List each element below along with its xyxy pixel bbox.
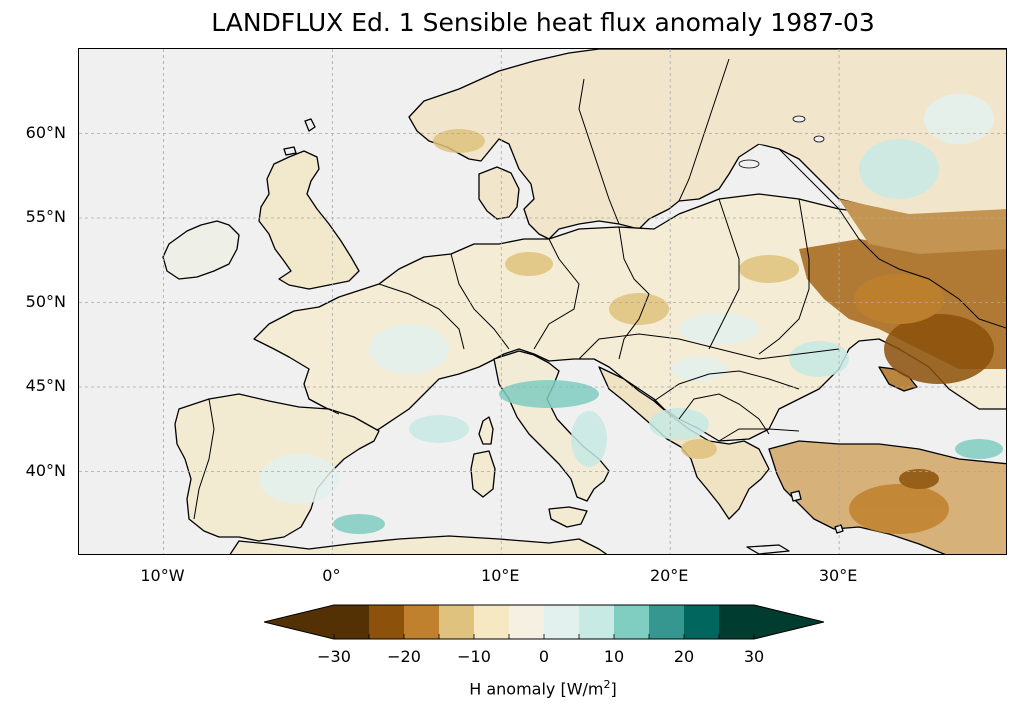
colorbar-tick-label: −20: [387, 647, 421, 666]
map-panel: [78, 48, 1007, 555]
colorbar-segment: [439, 605, 475, 639]
anomaly-patch: [854, 274, 944, 324]
colorbar-segment: [334, 605, 370, 639]
anomaly-patch: [899, 469, 939, 489]
colorbar-label-suffix: ]: [610, 679, 617, 699]
anomaly-patch: [609, 293, 669, 325]
anomaly-patch: [259, 454, 339, 504]
anomaly-patch: [789, 341, 849, 377]
land-crete: [746, 544, 790, 554]
lake: [813, 135, 825, 143]
land-denmark: [478, 166, 520, 220]
colorbar-segment: [579, 605, 615, 639]
anomaly-patch: [681, 439, 717, 459]
colorbar-segment: [614, 605, 650, 639]
latitude-tick-label: 45°N: [25, 376, 66, 395]
land-sardinia: [470, 450, 496, 498]
longitude-tick-label: 20°E: [649, 566, 689, 585]
anomaly-patch: [505, 252, 553, 276]
colorbar-tick-label: −10: [457, 647, 491, 666]
anomaly-patch: [671, 357, 727, 381]
border-line: [578, 333, 840, 360]
map-canvas: [79, 49, 1006, 554]
anomaly-patch: [499, 380, 599, 408]
border-line: [308, 398, 340, 415]
colorbar: [263, 604, 825, 648]
anomaly-patch: [884, 314, 994, 384]
land-sicily: [548, 506, 588, 528]
anomaly-patch: [333, 514, 385, 534]
colorbar-segment: [474, 605, 510, 639]
colorbar-label-text: H anomaly [W/m: [469, 679, 604, 699]
colorbar-segment: [684, 605, 720, 639]
border-line: [678, 393, 770, 435]
border-line: [678, 58, 730, 202]
anomaly-patch: [571, 411, 607, 467]
colorbar-under-triangle: [264, 605, 334, 639]
border-line: [378, 408, 410, 430]
border-line: [758, 198, 810, 355]
border-line: [193, 398, 215, 520]
lakes: [738, 115, 825, 169]
border-line: [708, 198, 740, 350]
latitude-tick-label: 60°N: [25, 122, 66, 142]
colorbar-tick-label: 20: [673, 647, 695, 666]
border-line: [718, 428, 800, 442]
colorbar-tick-label: 30: [743, 647, 765, 666]
colorbar-label-exponent: 2: [603, 678, 611, 691]
land-lesbos: [790, 490, 802, 502]
gridlines: [79, 49, 1006, 554]
lake: [792, 115, 806, 123]
map-title: LANDFLUX Ed. 1 Sensible heat flux anomal…: [211, 8, 875, 37]
anomaly-patch: [859, 139, 939, 199]
colorbar-segment: [719, 605, 755, 639]
latitude-tick-label: 50°N: [25, 291, 66, 311]
border-line: [838, 208, 1006, 329]
anomaly-patches: [259, 94, 1003, 534]
land-shetland: [304, 118, 316, 132]
anomaly-patch: [369, 324, 449, 374]
colorbar-segment: [544, 605, 580, 639]
colorbar-tick-label: 0: [538, 647, 550, 666]
colorbar-segment: [649, 605, 685, 639]
anomaly-patch: [409, 415, 469, 443]
land-russia-dark: [839, 199, 1006, 254]
border-line: [778, 148, 840, 210]
country-borders: [193, 58, 1006, 520]
land-north-africa: [229, 535, 608, 554]
anomaly-patch: [433, 129, 485, 153]
lake: [738, 159, 760, 169]
land-finland: [699, 69, 869, 149]
colorbar-over-triangle: [754, 605, 824, 639]
colorbar-segment: [509, 605, 545, 639]
longitude-tick-label: 10°E: [481, 566, 520, 585]
colorbar-tick-label: 10: [603, 647, 625, 666]
latitude-tick-label: 40°N: [25, 460, 66, 480]
border-line: [578, 78, 620, 225]
colorbar-segment: [404, 605, 440, 639]
anomaly-patch: [955, 439, 1003, 459]
land-great-britain: [258, 150, 360, 290]
anomaly-patch: [849, 484, 949, 534]
land-corsica: [478, 416, 494, 445]
land-orkney: [283, 146, 297, 156]
border-line: [450, 253, 510, 350]
anomaly-patch: [649, 408, 709, 440]
border-line: [378, 283, 465, 350]
colorbar-svg: [263, 604, 825, 640]
longitude-tick-label: 30°E: [818, 566, 858, 585]
colorbar-segment: [369, 605, 405, 639]
longitude-tick-label: 10°W: [140, 566, 185, 585]
anomaly-patch: [739, 255, 799, 283]
colorbar-label: H anomaly [W/m2]: [0, 678, 1022, 698]
colorbar-tick-label: −30: [317, 647, 351, 666]
border-line: [618, 226, 650, 360]
latitude-tick-label: 55°N: [25, 207, 66, 226]
longitude-tick-label: 0°: [322, 566, 341, 585]
anomaly-patch: [924, 94, 994, 144]
border-line: [533, 238, 580, 350]
